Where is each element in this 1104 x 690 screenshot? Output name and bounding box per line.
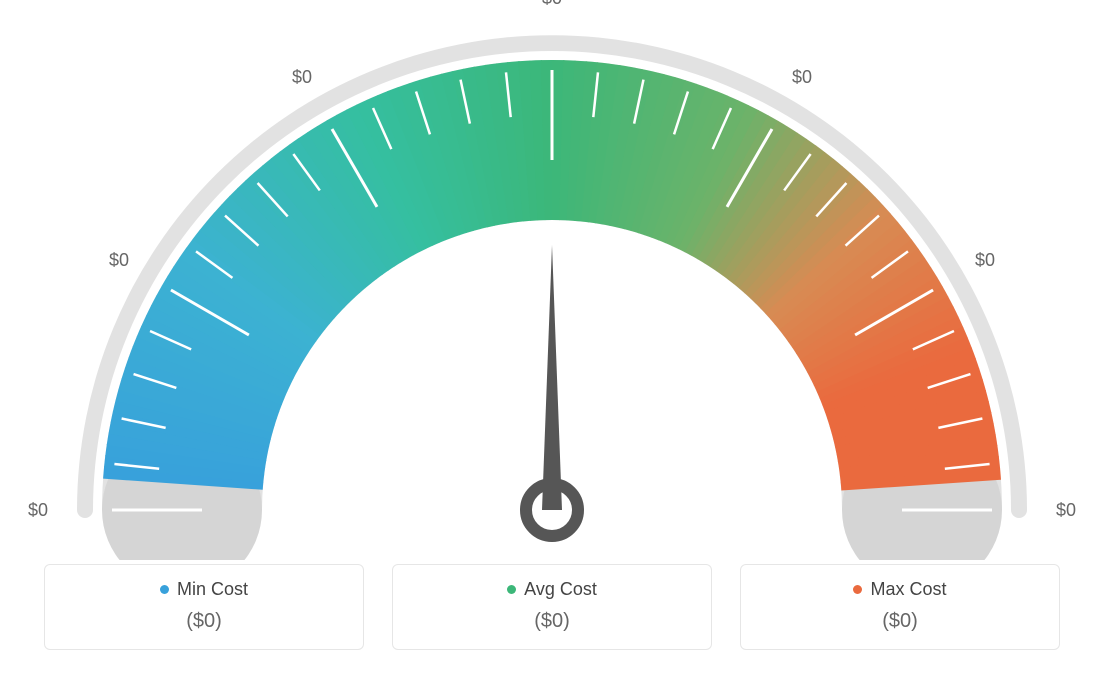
svg-text:$0: $0 <box>975 250 995 270</box>
legend-title-avg: Avg Cost <box>403 579 701 600</box>
legend-row: Min Cost ($0) Avg Cost ($0) Max Cost ($0… <box>0 564 1104 650</box>
legend-title-max: Max Cost <box>751 579 1049 600</box>
cost-gauge: $0 $0 $0 $0 $0 $0 $0 <box>0 0 1104 560</box>
legend-value-avg: ($0) <box>403 610 701 633</box>
svg-text:$0: $0 <box>292 67 312 87</box>
legend-card-max: Max Cost ($0) <box>740 564 1060 650</box>
dot-icon <box>507 585 516 594</box>
dot-icon <box>160 585 169 594</box>
legend-title-min: Min Cost <box>55 579 353 600</box>
svg-text:$0: $0 <box>1056 500 1076 520</box>
legend-card-min: Min Cost ($0) <box>44 564 364 650</box>
gauge-svg: $0 $0 $0 $0 $0 $0 $0 <box>0 0 1104 560</box>
legend-value-max: ($0) <box>751 610 1049 633</box>
legend-value-min: ($0) <box>55 610 353 633</box>
legend-title-text: Avg Cost <box>524 579 597 599</box>
svg-text:$0: $0 <box>28 500 48 520</box>
dot-icon <box>853 585 862 594</box>
legend-title-text: Max Cost <box>870 579 946 599</box>
legend-card-avg: Avg Cost ($0) <box>392 564 712 650</box>
svg-text:$0: $0 <box>109 250 129 270</box>
legend-title-text: Min Cost <box>177 579 248 599</box>
svg-text:$0: $0 <box>792 67 812 87</box>
svg-text:$0: $0 <box>542 0 562 8</box>
